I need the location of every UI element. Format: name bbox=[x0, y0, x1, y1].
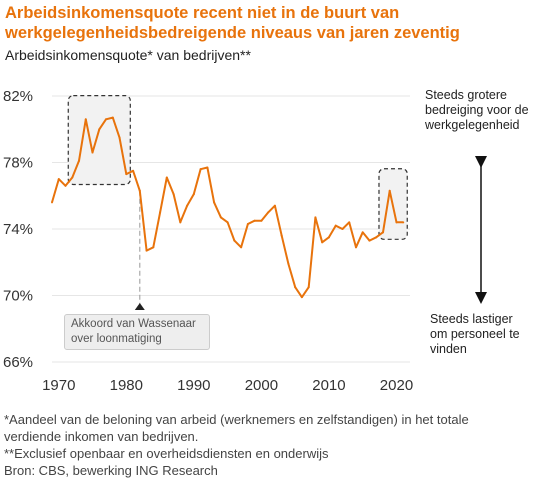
data-point bbox=[186, 204, 189, 207]
top-side-note: Steeds grotere bedreiging voor de werkge… bbox=[425, 88, 529, 133]
data-point bbox=[381, 231, 384, 234]
data-point bbox=[125, 173, 128, 176]
data-point bbox=[78, 159, 81, 162]
data-point bbox=[300, 296, 303, 299]
data-point bbox=[287, 262, 290, 265]
footnote-line: verdiende inkomen van bedrijven. bbox=[4, 429, 199, 444]
footnote-line: *Aandeel van de beloning van arbeid (wer… bbox=[4, 412, 469, 427]
wassenaar-annotation: Akkoord van Wassenaar over loonmatiging bbox=[64, 314, 210, 350]
data-point bbox=[334, 224, 337, 227]
data-point bbox=[341, 228, 344, 230]
axis-labels: 66% 70% 74% 78% 82% 1970 1980 1990 2000 2010 2020 bbox=[3, 88, 413, 394]
bottom-side-note-line: om personeel te bbox=[430, 327, 520, 341]
data-point bbox=[246, 223, 249, 226]
data-point bbox=[57, 178, 60, 181]
y-tick-label: 82% bbox=[3, 88, 33, 105]
bottom-side-note: Steeds lastiger om personeel te vinden bbox=[430, 312, 520, 357]
event-triangle bbox=[134, 303, 145, 310]
data-point bbox=[273, 204, 276, 207]
data-point bbox=[375, 236, 378, 239]
data-point bbox=[199, 168, 202, 171]
data-point bbox=[138, 189, 141, 192]
x-tick-label: 1970 bbox=[42, 377, 75, 394]
data-point bbox=[118, 136, 121, 139]
data-point bbox=[260, 219, 263, 222]
data-point bbox=[354, 246, 357, 249]
x-tick-label: 1990 bbox=[177, 377, 210, 394]
data-point bbox=[361, 231, 364, 234]
data-point bbox=[348, 221, 351, 224]
top-side-note-line: bedreiging voor de bbox=[425, 103, 529, 117]
chart-title: Arbeidsinkomensquote recent niet in de b… bbox=[5, 4, 460, 42]
data-point bbox=[98, 128, 101, 131]
data-point bbox=[280, 234, 283, 237]
data-point bbox=[105, 118, 108, 121]
data-point bbox=[64, 184, 67, 187]
data-point bbox=[165, 176, 168, 179]
footnote-line: **Exclusief openbaar en overheidsdienste… bbox=[4, 446, 329, 461]
data-point bbox=[145, 249, 148, 252]
bottom-side-note-line: vinden bbox=[430, 342, 467, 356]
data-point bbox=[307, 286, 310, 289]
y-tick-label: 78% bbox=[3, 155, 33, 172]
highlight-box bbox=[67, 95, 131, 186]
event-marker bbox=[134, 190, 145, 310]
series-line bbox=[51, 116, 405, 299]
bottom-side-note-line: Steeds lastiger bbox=[430, 312, 513, 326]
data-point bbox=[132, 169, 135, 172]
data-point bbox=[253, 219, 256, 222]
data-point bbox=[368, 239, 371, 242]
data-point bbox=[111, 116, 114, 119]
data-point bbox=[206, 166, 209, 169]
line-chart: 66% 70% 74% 78% 82% 1970 1980 1990 2000 2010 2020 bbox=[3, 88, 487, 394]
data-point bbox=[71, 176, 74, 179]
data-point bbox=[294, 286, 297, 289]
data-point bbox=[84, 118, 87, 121]
data-point bbox=[91, 151, 94, 154]
highlight-boxes bbox=[67, 95, 408, 240]
annotation-line: over loonmatiging bbox=[71, 333, 162, 345]
annotation-line: Akkoord van Wassenaar bbox=[71, 318, 196, 330]
y-tick-label: 70% bbox=[3, 288, 33, 305]
data-point bbox=[402, 221, 405, 224]
top-side-note-line: werkgelegenheid bbox=[425, 118, 520, 132]
data-point bbox=[327, 236, 330, 239]
y-tick-label: 66% bbox=[3, 354, 33, 371]
x-tick-label: 2020 bbox=[380, 377, 413, 394]
data-point bbox=[159, 211, 162, 214]
data-point bbox=[314, 216, 317, 219]
data-point bbox=[226, 221, 229, 224]
x-tick-label: 2000 bbox=[245, 377, 278, 394]
data-point bbox=[213, 201, 216, 204]
data-point bbox=[179, 221, 182, 224]
x-tick-label: 1980 bbox=[110, 377, 143, 394]
data-point bbox=[388, 189, 391, 192]
data-point bbox=[321, 241, 324, 244]
data-point bbox=[219, 216, 222, 219]
footnote-source: Bron: CBS, bewerking ING Research bbox=[4, 463, 218, 478]
data-point bbox=[395, 221, 398, 224]
data-point bbox=[172, 193, 175, 196]
data-point bbox=[267, 211, 270, 214]
data-point bbox=[51, 201, 53, 204]
chart-subtitle: Arbeidsinkomensquote* van bedrijven** bbox=[5, 47, 251, 63]
data-point bbox=[233, 239, 236, 242]
y-tick-label: 74% bbox=[3, 221, 33, 238]
footnotes: *Aandeel van de beloning van arbeid (wer… bbox=[4, 411, 534, 479]
top-side-note-line: Steeds grotere bbox=[425, 88, 507, 102]
data-point bbox=[192, 193, 195, 196]
data-point bbox=[240, 246, 243, 249]
data-point bbox=[152, 246, 155, 249]
x-tick-label: 2010 bbox=[312, 377, 345, 394]
